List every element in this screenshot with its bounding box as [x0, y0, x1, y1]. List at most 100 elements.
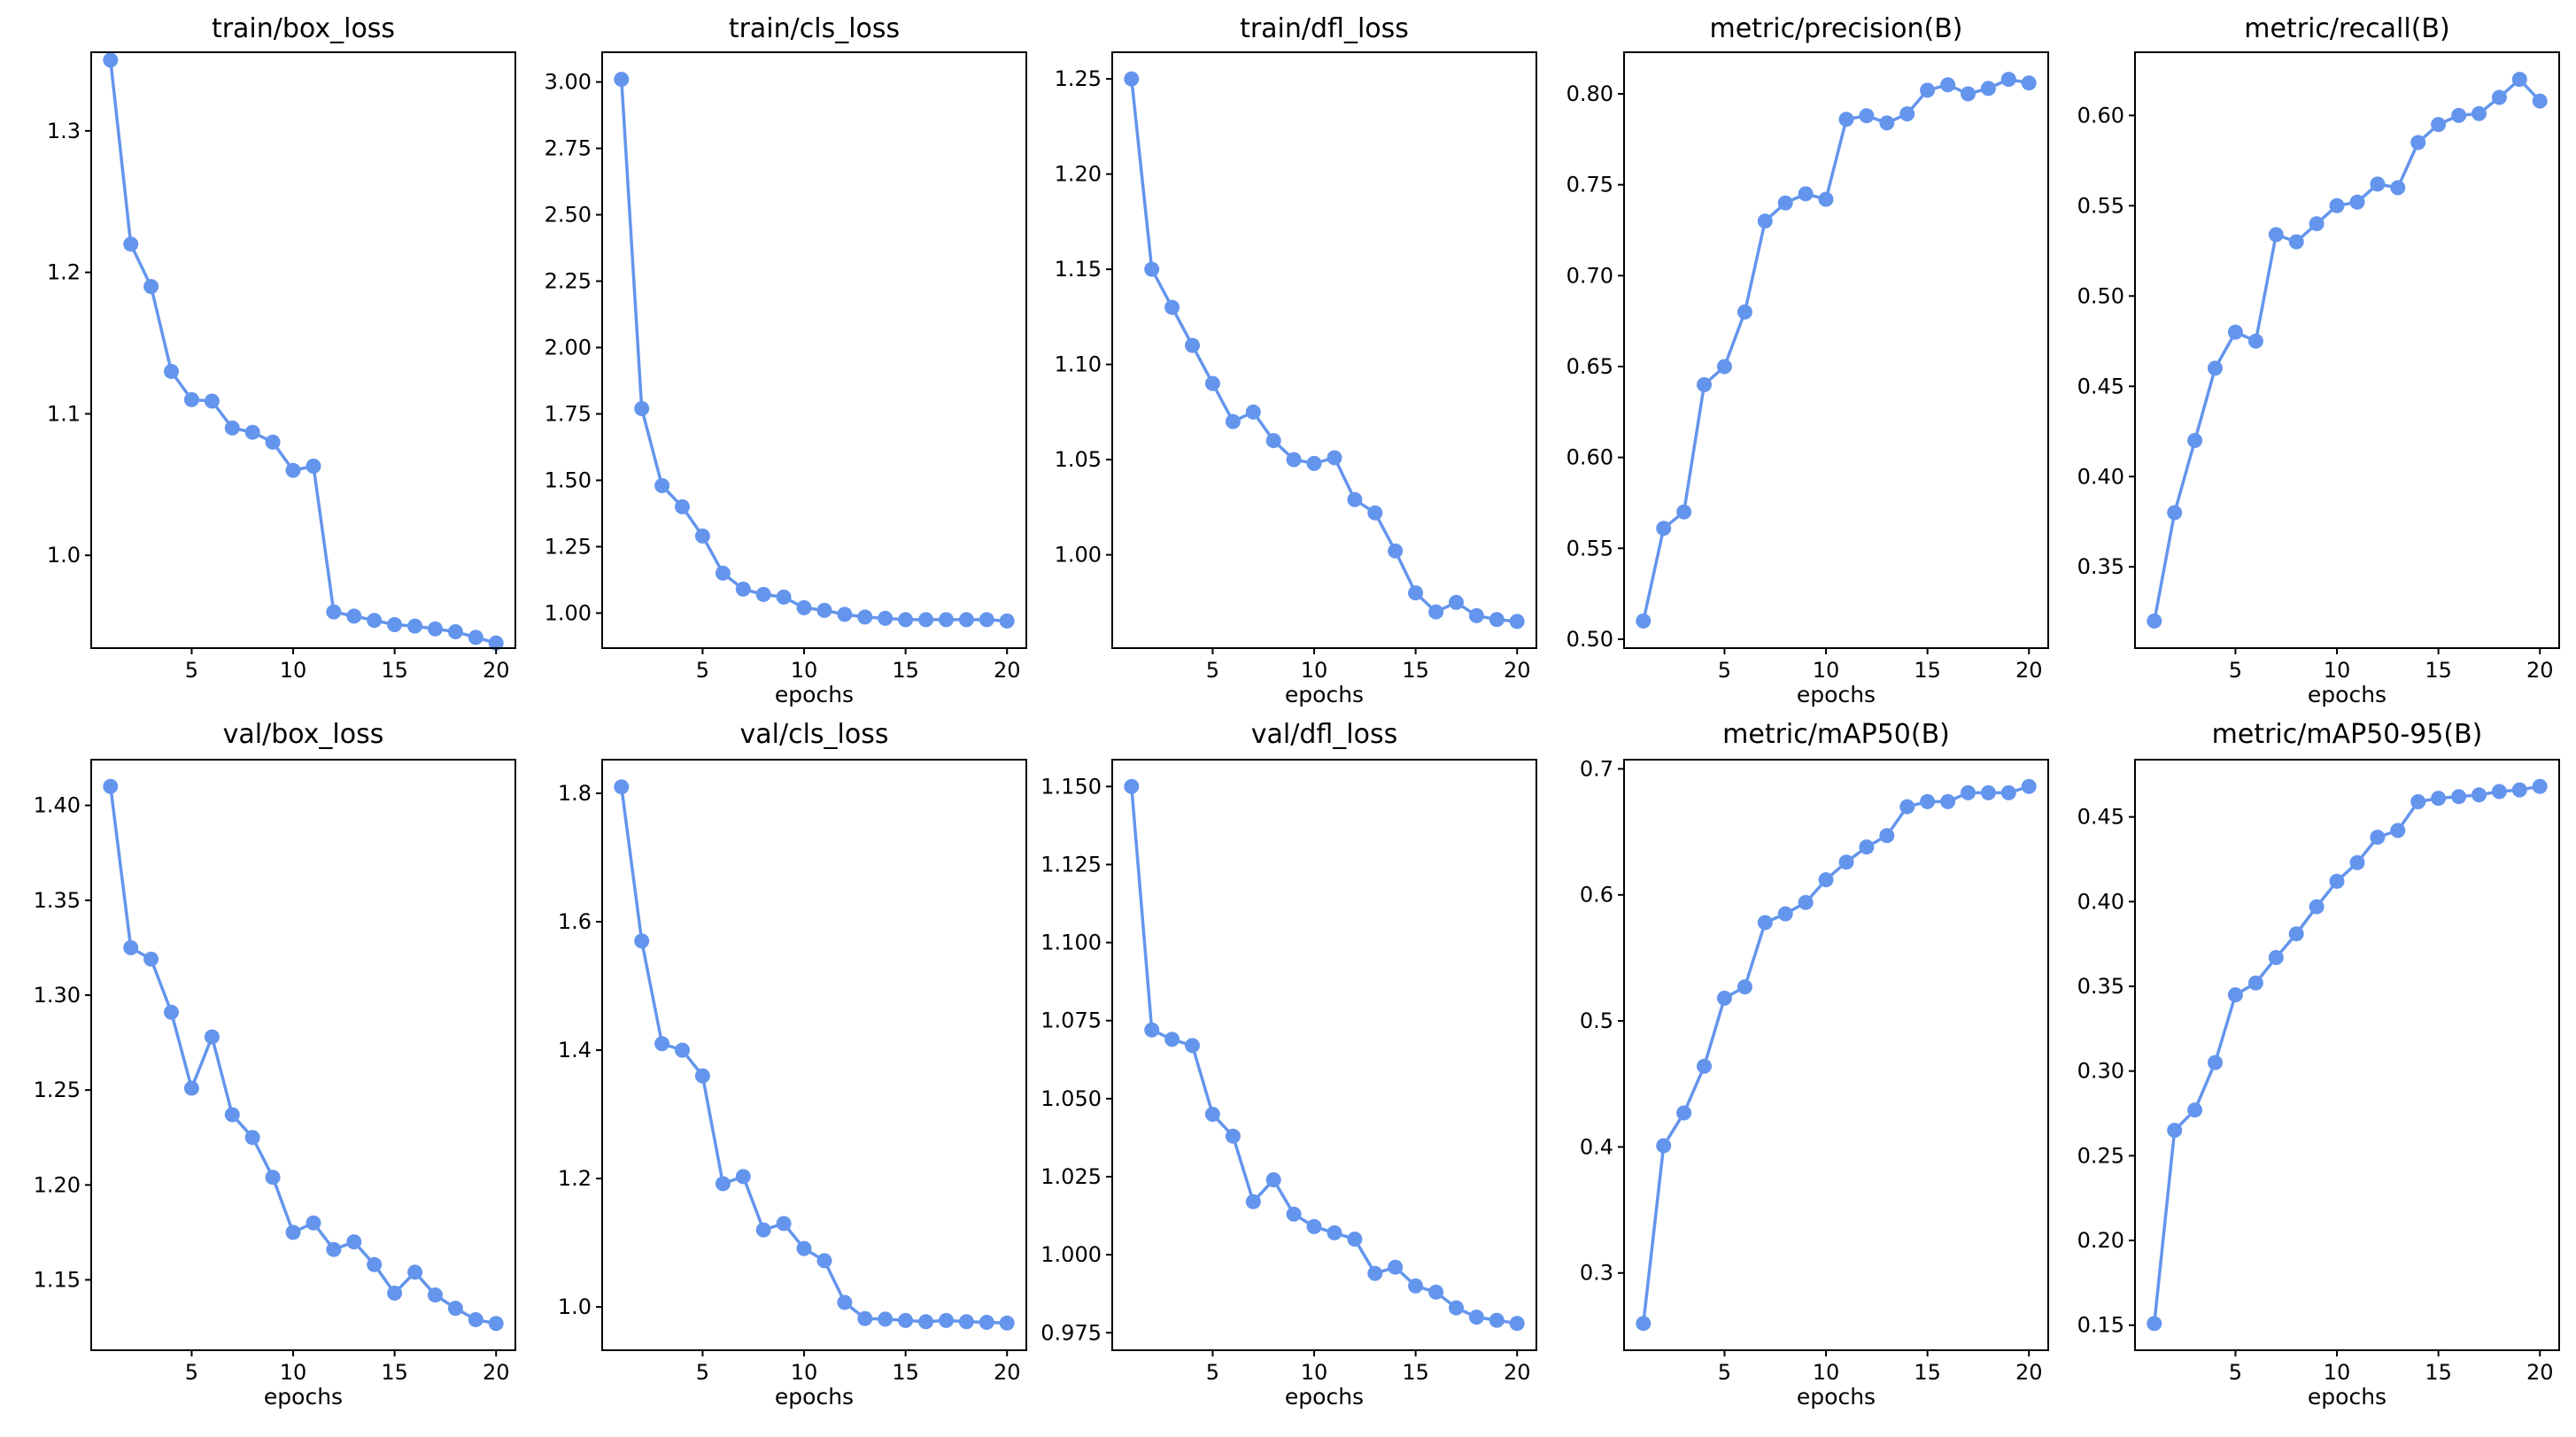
data-point — [244, 1130, 260, 1146]
data-point — [285, 462, 301, 478]
y-tick-label: 0.65 — [1566, 354, 1613, 379]
data-point — [488, 635, 504, 651]
y-tick-label: 0.45 — [2077, 805, 2124, 830]
data-point — [1306, 1218, 1322, 1234]
data-point — [1757, 915, 1773, 931]
data-point — [224, 420, 240, 436]
data-point — [1838, 854, 1854, 870]
data-point — [346, 1234, 362, 1250]
data-point — [2491, 784, 2507, 800]
data-point — [367, 613, 383, 629]
data-point — [675, 498, 690, 514]
data-point — [1798, 894, 1814, 910]
data-point — [164, 1004, 179, 1020]
x-tick-label: 20 — [483, 658, 510, 683]
x-tick-label: 5 — [2229, 1360, 2242, 1385]
data-point — [1697, 1058, 1712, 1074]
y-tick-label: 1.1 — [47, 401, 81, 426]
data-point — [2147, 1316, 2162, 1332]
data-point — [1879, 115, 1895, 131]
data-point — [1961, 86, 1976, 102]
data-point — [857, 609, 873, 625]
data-point — [1265, 433, 1281, 449]
y-tick-label: 0.40 — [2077, 889, 2124, 914]
data-point — [285, 1225, 301, 1240]
y-tick-label: 0.40 — [2077, 464, 2124, 489]
chart-title: metric/recall(B) — [2244, 13, 2449, 44]
y-tick-label: 0.15 — [2077, 1313, 2124, 1338]
data-point — [1676, 1105, 1692, 1121]
data-point — [2208, 1055, 2223, 1070]
data-point — [1225, 1128, 1241, 1144]
data-point — [776, 589, 792, 605]
y-tick-label: 1.20 — [34, 1172, 81, 1197]
data-point — [1225, 413, 1241, 429]
data-point — [265, 1170, 281, 1186]
data-point — [634, 401, 650, 416]
x-tick-label: 5 — [185, 658, 198, 683]
data-point — [1656, 1138, 1672, 1154]
data-point — [468, 630, 483, 645]
x-tick-label: 10 — [2324, 1360, 2351, 1385]
data-point — [1388, 543, 1404, 559]
data-point — [468, 1312, 483, 1327]
x-tick-label: 15 — [1402, 658, 1429, 683]
plot-frame — [1111, 759, 1537, 1351]
data-point — [999, 613, 1015, 629]
chart-panel: metric/mAP50(B) 5 10 15 20 0.3 0.4 0.5 0.6 0.7 epo… — [1580, 719, 2049, 1410]
y-tick-label: 1.20 — [1055, 162, 1102, 187]
data-point — [2349, 854, 2365, 870]
y-tick-label: 1.3 — [47, 119, 81, 143]
data-point — [2247, 333, 2263, 349]
data-point — [1489, 1312, 1505, 1328]
data-point — [1245, 404, 1261, 420]
data-point — [816, 1253, 832, 1269]
y-tick-label: 0.45 — [2077, 374, 2124, 398]
data-point — [1859, 108, 1875, 124]
x-tick-label: 5 — [1718, 1360, 1731, 1385]
data-point — [2288, 234, 2304, 250]
chart-title: train/box_loss — [212, 13, 395, 44]
x-tick-label: 15 — [1914, 1360, 1941, 1385]
data-point — [2187, 433, 2203, 448]
data-point — [204, 393, 220, 409]
data-point — [407, 618, 423, 634]
x-axis-label: epochs — [1285, 682, 1364, 707]
data-point — [1509, 614, 1525, 630]
series-line — [109, 785, 497, 1325]
data-point — [387, 1286, 403, 1301]
data-point — [2410, 135, 2426, 151]
y-tick-label: 0.20 — [2077, 1228, 2124, 1253]
chart-panel: train/box_loss 5 10 15 20 1.0 1.1 1.2 1.3 — [47, 13, 516, 683]
x-tick-label: 20 — [2015, 658, 2043, 683]
plot-frame — [2134, 51, 2560, 649]
data-point — [306, 459, 321, 474]
y-tick-label: 0.60 — [2077, 103, 2124, 127]
data-point — [999, 1315, 1015, 1331]
data-point — [2329, 197, 2345, 213]
y-tick-label: 0.4 — [1580, 1134, 1613, 1159]
plot-frame — [1111, 51, 1537, 649]
chart-title: val/box_loss — [223, 719, 384, 750]
data-point — [2021, 75, 2037, 91]
series-line — [1130, 786, 1518, 1325]
chart-panel: val/cls_loss 5 10 15 20 1.0 1.2 1.4 1.6 1.8 epochs — [558, 719, 1027, 1410]
y-tick-label: 1.000 — [1040, 1242, 1102, 1267]
chart-title: metric/mAP50(B) — [1722, 719, 1950, 750]
data-point — [939, 1312, 954, 1328]
chart-title: train/cls_loss — [729, 13, 900, 44]
data-point — [796, 599, 812, 615]
data-point — [407, 1264, 423, 1280]
data-point — [654, 1036, 670, 1052]
chart-panel: val/box_loss 5 10 15 20 1.15 1.20 1.25 1.30 1.35 1… — [34, 719, 516, 1410]
x-tick-label: 10 — [1813, 1360, 1840, 1385]
data-point — [1757, 213, 1773, 229]
data-point — [2431, 117, 2447, 133]
y-tick-label: 1.25 — [1055, 66, 1102, 91]
data-point — [2472, 105, 2487, 121]
data-point — [265, 434, 281, 450]
y-tick-label: 0.30 — [2077, 1059, 2124, 1084]
chart-panel: train/dfl_loss 5 10 15 20 1.00 1.05 1.10 1.15 1.2… — [1055, 13, 1537, 707]
data-point — [1468, 607, 1484, 623]
data-point — [2247, 975, 2263, 991]
